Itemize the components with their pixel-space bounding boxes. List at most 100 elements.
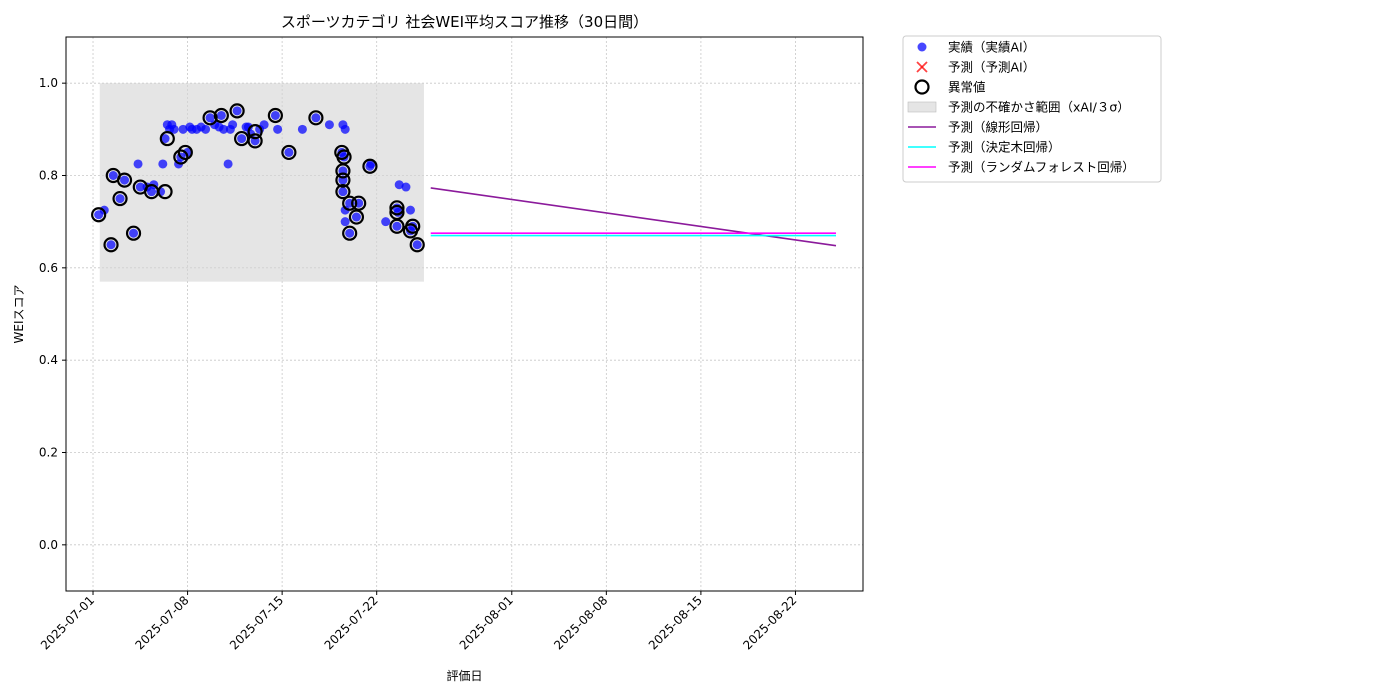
anomaly-marker <box>159 130 175 147</box>
actual-point <box>135 182 145 192</box>
x-tick-label: 2025-08-08 <box>551 593 610 652</box>
anomaly-marker <box>342 225 358 241</box>
actual-point <box>237 134 247 144</box>
actual-point <box>270 110 280 120</box>
anomaly-marker <box>348 209 365 225</box>
anomaly-marker <box>173 149 189 165</box>
y-tick-label: 0.0 <box>39 538 58 552</box>
legend-label: 予測の不確かさ範囲（xAI/３σ） <box>948 100 1130 115</box>
y-tick-label: 0.2 <box>39 446 58 460</box>
anomaly-marker <box>342 195 358 211</box>
actual-point <box>216 110 226 120</box>
actual-point <box>219 124 229 134</box>
actual-point <box>223 159 233 169</box>
actual-point <box>133 159 143 169</box>
actual-point <box>129 228 139 238</box>
chart-title: スポーツカテゴリ 社会WEI平均スコア推移（30日間） <box>281 13 648 31</box>
legend-label: 実績（実績AI） <box>948 40 1035 55</box>
anomaly-marker <box>177 144 193 161</box>
actual-point <box>201 124 211 134</box>
actual-point <box>351 212 361 222</box>
x-tick-label: 2025-08-15 <box>646 593 705 652</box>
anomaly-marker <box>213 107 229 124</box>
actual-point <box>160 134 170 144</box>
prediction-lines <box>430 187 837 247</box>
anomaly-marker <box>335 184 351 200</box>
actual-point <box>115 194 125 204</box>
anomaly-marker <box>229 103 245 119</box>
plot-frame <box>65 36 864 592</box>
anomaly-marker <box>91 207 107 223</box>
anomaly-marker <box>116 172 133 188</box>
actual-point <box>259 120 269 130</box>
legend-label: 異常値 <box>948 80 986 95</box>
x-tick-label: 2025-07-01 <box>38 593 97 652</box>
y-axis-label: WEIスコア <box>12 285 26 344</box>
legend-label: 予測（ランダムフォレスト回帰） <box>948 160 1135 175</box>
actual-point <box>228 120 238 130</box>
legend-label: 予測（予測AI） <box>948 60 1035 75</box>
actual-point <box>120 175 130 185</box>
actual-point <box>169 124 179 134</box>
actual-point <box>345 228 355 238</box>
anomaly-marker <box>351 195 367 211</box>
anomaly-marker <box>389 200 405 216</box>
x-tick-label: 2025-08-22 <box>740 593 799 652</box>
x-axis-label: 評価日 <box>446 668 482 683</box>
actual-point <box>381 217 391 227</box>
y-tick-label: 0.6 <box>39 261 58 275</box>
actual-point <box>340 124 350 134</box>
actual-point <box>158 159 168 169</box>
actual-point <box>401 182 411 192</box>
actual-point <box>108 171 118 180</box>
actual-point <box>273 124 283 134</box>
actual-point <box>394 180 404 190</box>
anomaly-marker <box>281 144 297 161</box>
actual-point <box>232 106 242 116</box>
x-tick-label: 2025-07-15 <box>227 593 286 652</box>
anomaly-marker <box>335 172 351 188</box>
actual-points <box>94 106 422 250</box>
legend-label: 予測（線形回帰） <box>948 120 1048 135</box>
x-tick-label: 2025-08-01 <box>457 593 516 652</box>
legend-frame <box>902 35 1162 183</box>
y-tick-label: 1.0 <box>39 76 58 90</box>
actual-point <box>405 205 415 215</box>
uncertainty-band <box>99 83 424 282</box>
anomaly-marker <box>247 133 263 149</box>
actual-point <box>205 113 215 123</box>
anomaly-marker <box>202 110 218 126</box>
actual-point <box>178 124 188 134</box>
actual-point <box>338 187 348 197</box>
actual-point <box>106 240 116 250</box>
y-tick-label: 0.4 <box>39 353 58 367</box>
legend-cross-icon <box>916 61 928 73</box>
actual-point <box>412 240 422 250</box>
actual-point <box>147 187 157 197</box>
anomaly-marker <box>308 110 324 126</box>
anomaly-marker <box>157 184 173 200</box>
uncertainty-band-rect <box>99 83 424 282</box>
actual-point <box>243 122 253 132</box>
actual-point <box>183 147 193 157</box>
actual-point <box>392 221 402 231</box>
anomaly-marker <box>405 218 421 234</box>
anomaly-points <box>91 103 425 253</box>
y-tick-label: 0.8 <box>39 169 58 183</box>
anomaly-marker <box>103 237 119 253</box>
anomaly-marker <box>247 124 263 140</box>
anomaly-marker <box>409 237 425 253</box>
legend-ring-icon <box>914 79 930 95</box>
anomaly-marker <box>125 225 142 241</box>
anomaly-marker <box>389 218 405 234</box>
legend-band-icon <box>907 101 937 113</box>
legend-dot-icon <box>917 42 927 52</box>
actual-point <box>311 113 321 123</box>
legend-label: 予測（決定木回帰） <box>948 140 1061 155</box>
actual-point <box>297 124 307 134</box>
actual-point <box>340 217 350 227</box>
anomaly-marker <box>112 190 128 207</box>
actual-point <box>324 120 334 130</box>
